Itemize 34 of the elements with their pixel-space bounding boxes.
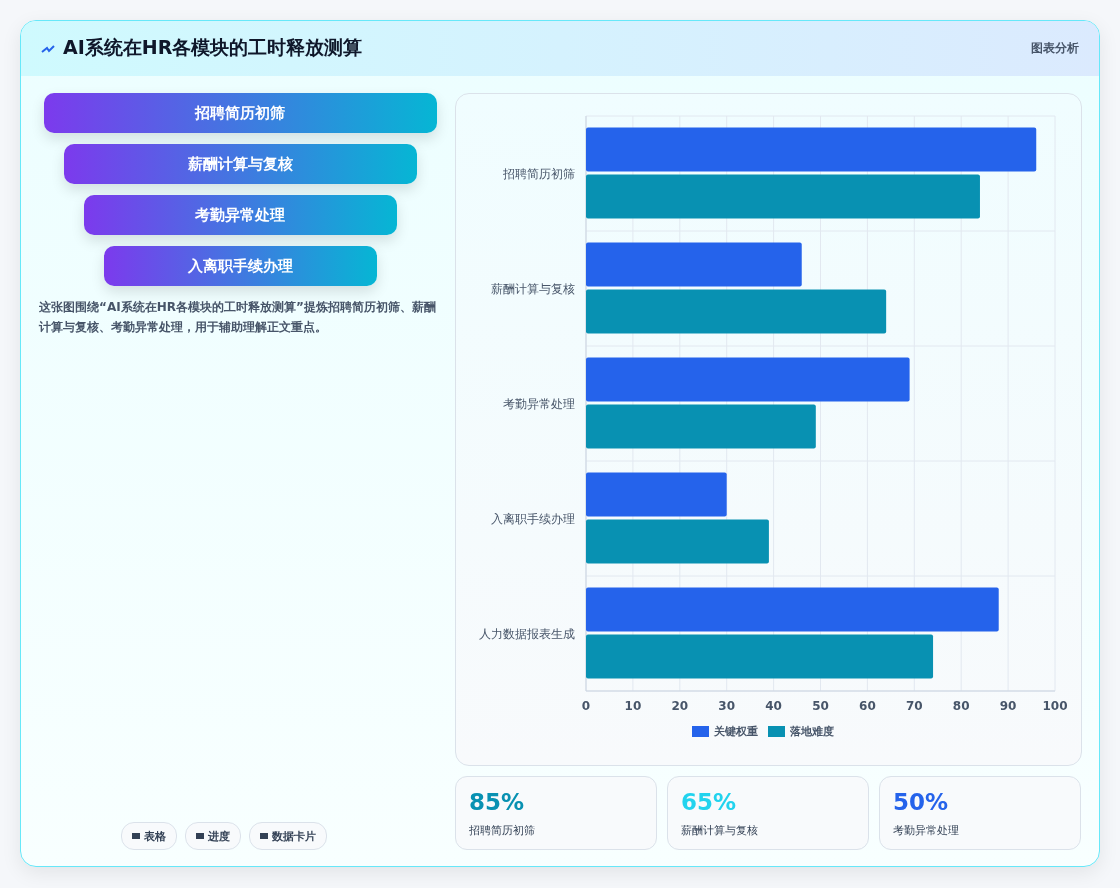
category-label: 招聘简历初筛 — [469, 823, 535, 838]
x-tick-label: 50 — [812, 699, 829, 713]
x-tick-label: 90 — [999, 699, 1017, 713]
text: 进度 — [208, 828, 230, 844]
category-label: 考勤异常处理 — [893, 823, 959, 838]
text: 这张图围绕“AI系统在HR各模块的工时释放测算”提炼招聘简历初筛、薪酬计算与复核、考勤异常处理，用于辅助理解正文重点。 — [39, 299, 437, 336]
x-tick-label: 60 — [859, 699, 876, 713]
x-tick-label: 30 — [718, 699, 736, 713]
category-label: 薪酬计算与复核 — [63, 144, 417, 184]
x-tick-label: 40 — [765, 699, 782, 713]
y-tick-label: 薪酬计算与复核 — [491, 281, 575, 296]
x-tick-label: 70 — [905, 699, 923, 713]
text: AI系统在HR各模块的工时释放测算 — [63, 35, 363, 60]
x-tick-label: 100 — [1042, 699, 1068, 713]
text: 数据卡片 — [272, 828, 316, 844]
legend-label: 关键权重 — [713, 725, 758, 738]
x-tick-label: 80 — [952, 699, 970, 713]
x-tick-label: 20 — [671, 699, 689, 713]
text: 表格 — [144, 828, 166, 844]
data-label: 85% — [469, 789, 525, 815]
data-label: 65% — [681, 789, 737, 815]
text: 图表分析 — [1031, 40, 1079, 57]
y-tick-label: 入离职手续办理 — [491, 511, 575, 526]
category-label: 入离职手续办理 — [103, 246, 377, 286]
x-tick-label: 10 — [624, 699, 642, 713]
data-label: 50% — [893, 789, 949, 815]
y-tick-label: 考勤异常处理 — [503, 396, 575, 411]
category-label: 薪酬计算与复核 — [681, 823, 758, 838]
category-label: 考勤异常处理 — [83, 195, 397, 235]
y-tick-label: 人力数据报表生成 — [479, 626, 575, 641]
legend-label: 落地难度 — [789, 725, 834, 738]
category-label: 招聘简历初筛 — [43, 93, 437, 133]
x-tick-label: 0 — [581, 699, 591, 713]
y-tick-label: 招聘简历初筛 — [502, 166, 575, 181]
